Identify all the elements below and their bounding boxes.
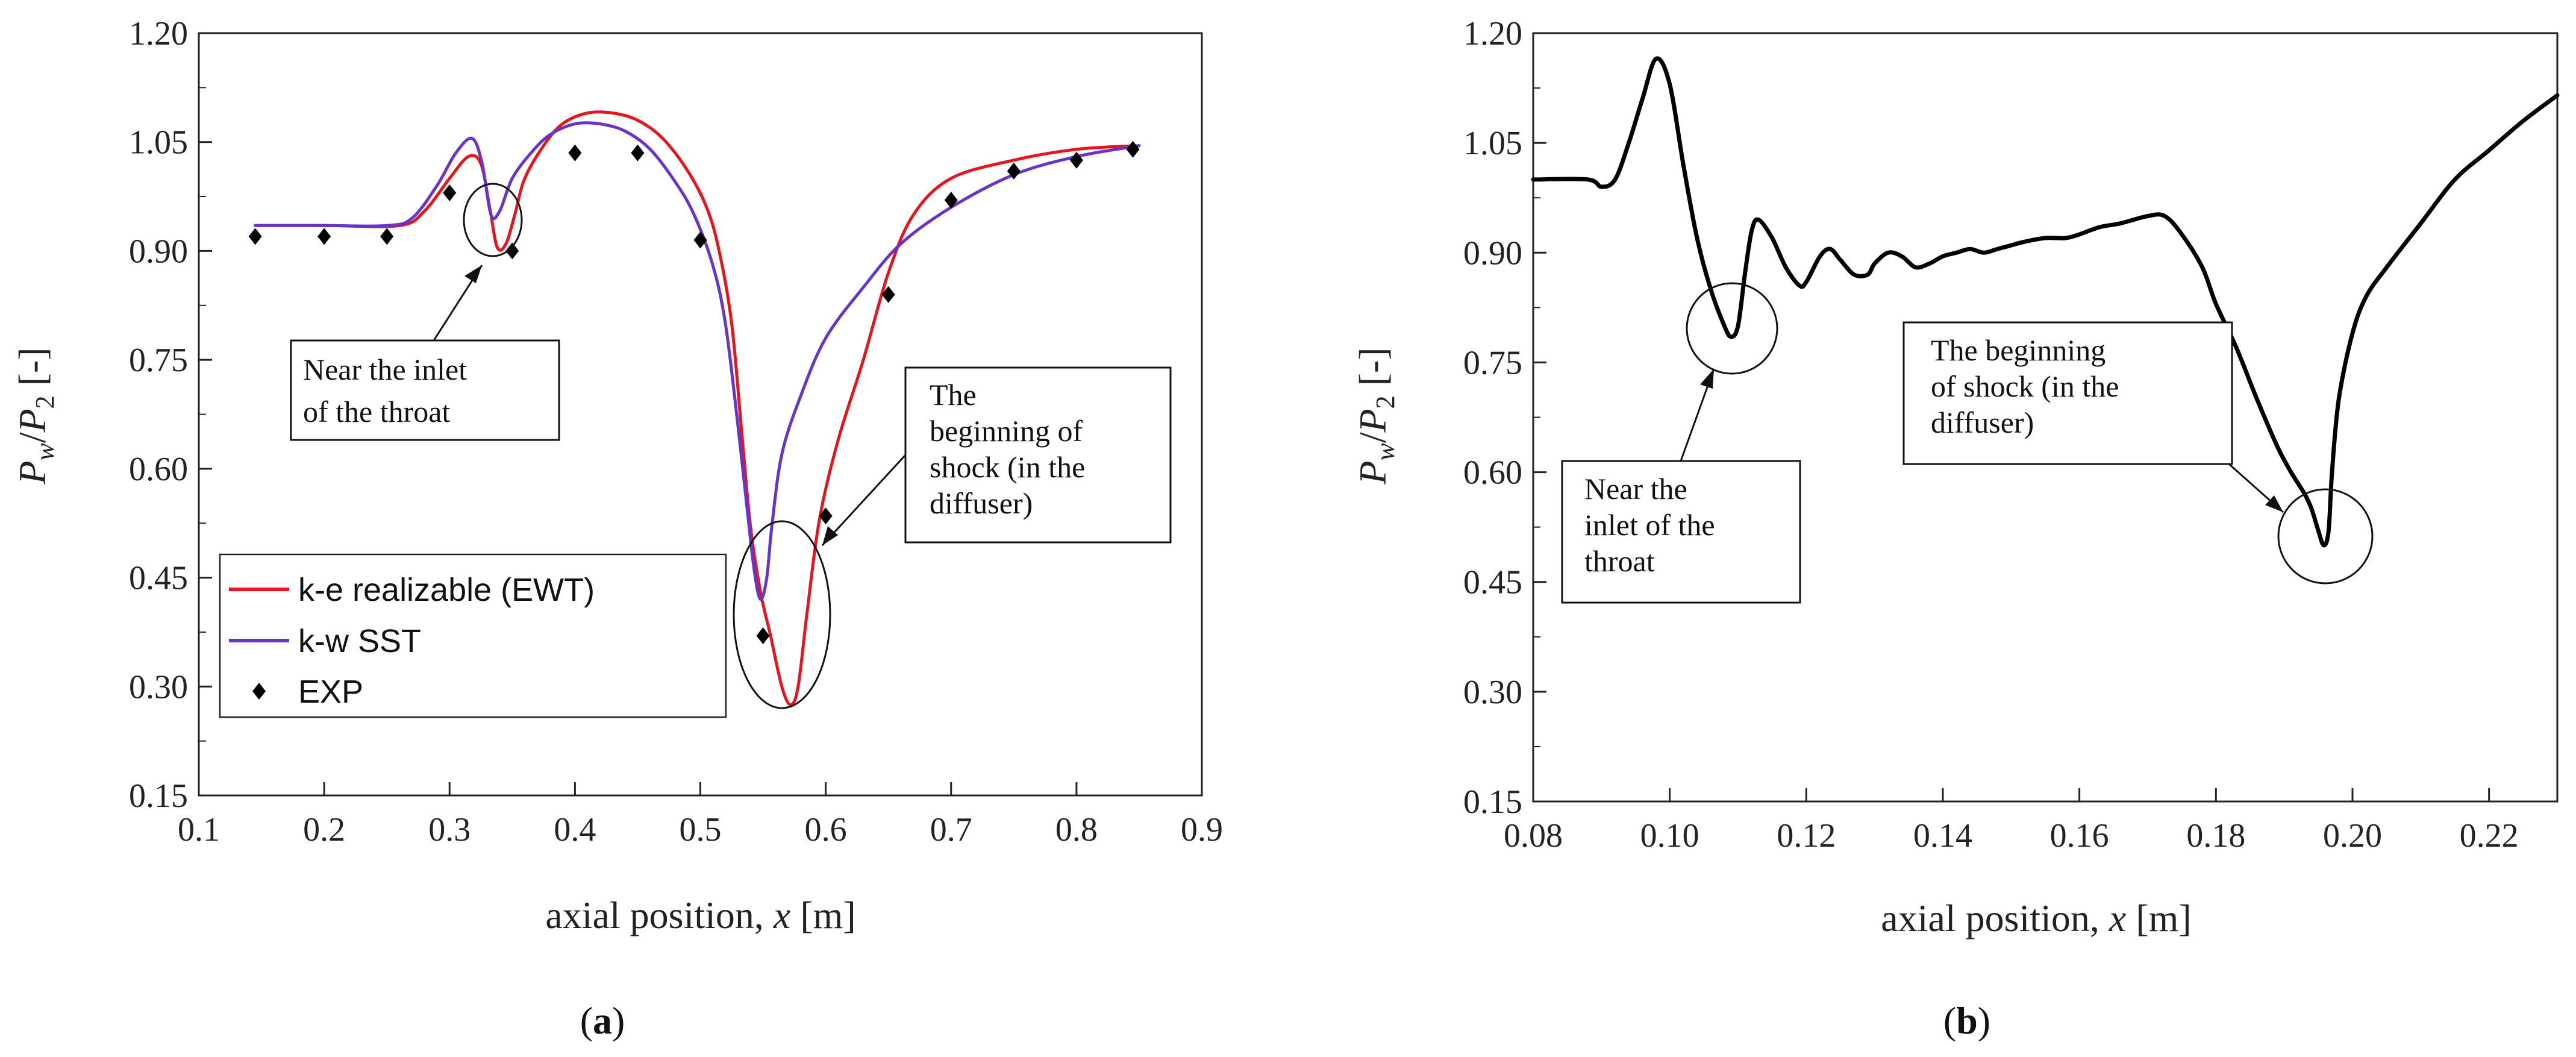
annotation-arrowhead-shock-b [2265, 495, 2283, 512]
x-tick-label-b-6: 0.20 [2323, 817, 2382, 855]
annotation-shock-b-line2: of shock (in the [1931, 369, 2119, 403]
y-tick-label-b-6: 1.05 [1463, 125, 1522, 162]
y-tick-label-b-4: 0.75 [1463, 344, 1522, 381]
y-axis-title-b: Pw/P2 [-] [1351, 347, 1400, 485]
x-tick-label-b-7: 0.22 [2460, 817, 2519, 855]
x-tick-label-a-7: 0.8 [1055, 811, 1098, 848]
panel-a-chart: 0.15 0.30 0.45 0.60 0.75 0.90 1.05 1.20 0.1 0.2 0.… [11, 15, 1223, 1042]
exp-point-5 [568, 144, 582, 162]
exp-point-11 [944, 192, 958, 209]
y-axis-title-a: Pw/P2 [-] [11, 347, 60, 485]
annotation-shock-a-line4: diffuser) [930, 486, 1033, 520]
legend-label-kw: k-w SST [298, 623, 421, 659]
annotation-near-inlet-b: Near the inlet of the throat [1561, 282, 1801, 604]
y-tick-label-a-6: 1.05 [129, 124, 188, 162]
x-tick-label-a-0: 0.1 [178, 811, 220, 848]
annotation-arrowhead-shock-a [822, 526, 838, 545]
exp-point-2 [380, 228, 394, 245]
exp-point-9 [819, 507, 833, 525]
exp-point-8 [756, 627, 770, 644]
exp-point-7 [693, 231, 707, 249]
panel-label-b: (b) [1943, 999, 1990, 1042]
exp-point-3 [443, 184, 457, 202]
y-tick-label-a-3: 0.60 [129, 451, 188, 488]
annotation-near-inlet-b-line3: throat [1584, 544, 1655, 578]
annotation-shock-a: The beginning of shock (in the diffuser) [733, 366, 1172, 709]
x-tick-label-b-0: 0.08 [1504, 817, 1563, 855]
panel-label-b-letter: b [1956, 999, 1978, 1042]
annotation-arrow-shock-a [821, 454, 907, 547]
panel-b-chart: 0.15 0.30 0.45 0.60 0.75 0.90 1.05 1.20 0.08 0.10… [1351, 15, 2560, 1042]
panel-label-a: (a) [580, 999, 625, 1042]
x-tick-label-a-4: 0.5 [680, 811, 722, 848]
x-tick-label-b-3: 0.14 [1913, 817, 1972, 855]
series-line-a-k-w-sst [254, 121, 1141, 601]
exp-point-13 [1069, 151, 1083, 169]
annotation-circle-inlet-b [1686, 282, 1778, 375]
panel-a-marks: 0.15 0.30 0.45 0.60 0.75 0.90 1.05 1.20 0.1 0.2 0.… [129, 15, 1223, 848]
y-tick-label-a-5: 0.90 [129, 233, 188, 270]
exp-point-12 [1007, 162, 1021, 180]
exp-point-10 [881, 286, 895, 303]
panel-label-a-letter: a [593, 999, 612, 1042]
exp-point-4 [505, 242, 519, 260]
series-line-b-wall-pressure [1531, 56, 2560, 548]
y-tick-label-b-2: 0.45 [1463, 564, 1522, 601]
annotation-arrowhead-inlet-a [464, 265, 482, 283]
annotation-shock-a-line1: The [930, 378, 977, 412]
x-tick-label-b-5: 0.18 [2186, 817, 2245, 855]
x-tick-label-b-2: 0.12 [1777, 817, 1836, 855]
annotation-shock-a-line3: shock (in the [930, 450, 1085, 484]
annotation-shock-a-line2: beginning of [930, 414, 1083, 448]
y-tick-label-b-5: 0.90 [1463, 234, 1522, 272]
x-axis-title-b: axial position, x [m] [1881, 897, 2191, 939]
annotation-near-inlet-a-line1: Near the inlet [303, 353, 467, 386]
annotation-near-inlet-a-line2: of the throat [303, 395, 450, 428]
annotation-near-inlet-b-line1: Near the [1584, 472, 1687, 506]
x-tick-label-a-2: 0.3 [428, 811, 470, 848]
annotation-near-inlet-b-line2: inlet of the [1584, 508, 1715, 542]
legend-marker-exp [252, 683, 266, 700]
annotation-circle-inlet-a [463, 183, 523, 257]
y-tick-label-b-3: 0.60 [1463, 454, 1522, 492]
annotation-shock-b: The beginning of shock (in the diffuser) [1902, 321, 2374, 585]
legend-a: k-e realizable (EWT) k-w SST EXP [219, 553, 727, 718]
panel-b-marks: 0.15 0.30 0.45 0.60 0.75 0.90 1.05 1.20 0.08 0.10… [1463, 15, 2560, 855]
x-axis-title-a: axial position, x [m] [545, 894, 855, 936]
x-tick-label-a-3: 0.4 [554, 811, 596, 848]
exp-point-1 [317, 228, 331, 245]
y-tick-label-b-1: 0.30 [1463, 674, 1522, 711]
x-tick-label-a-8: 0.9 [1181, 811, 1223, 848]
y-tick-label-a-0: 0.15 [129, 777, 188, 815]
exp-point-14 [1126, 140, 1140, 158]
annotation-arrowhead-inlet-b [1700, 369, 1714, 389]
exp-point-0 [248, 228, 262, 245]
x-tick-label-b-4: 0.16 [2050, 817, 2109, 855]
annotation-near-inlet-a: Near the inlet of the throat [290, 183, 560, 441]
exp-point-6 [631, 144, 645, 162]
annotation-circle-shock-b [2277, 488, 2374, 585]
legend-label-exp: EXP [298, 674, 363, 710]
legend-box-a [219, 553, 727, 718]
legend-label-ke: k-e realizable (EWT) [298, 572, 595, 608]
y-tick-label-b-0: 0.15 [1463, 783, 1522, 821]
y-tick-label-b-7: 1.20 [1463, 15, 1522, 52]
annotation-shock-b-line1: The beginning [1931, 333, 2106, 367]
y-tick-label-a-4: 0.75 [129, 342, 188, 379]
x-tick-label-a-1: 0.2 [303, 811, 345, 848]
annotation-shock-b-line3: diffuser) [1931, 406, 2034, 439]
y-tick-label-a-7: 1.20 [129, 15, 188, 52]
y-tick-label-a-1: 0.30 [129, 668, 188, 706]
y-tick-label-a-2: 0.45 [129, 560, 188, 597]
x-tick-label-a-5: 0.6 [805, 811, 847, 848]
annotation-circle-shock-a [733, 520, 831, 709]
x-tick-label-a-6: 0.7 [930, 811, 972, 848]
x-tick-label-b-1: 0.10 [1640, 817, 1699, 855]
